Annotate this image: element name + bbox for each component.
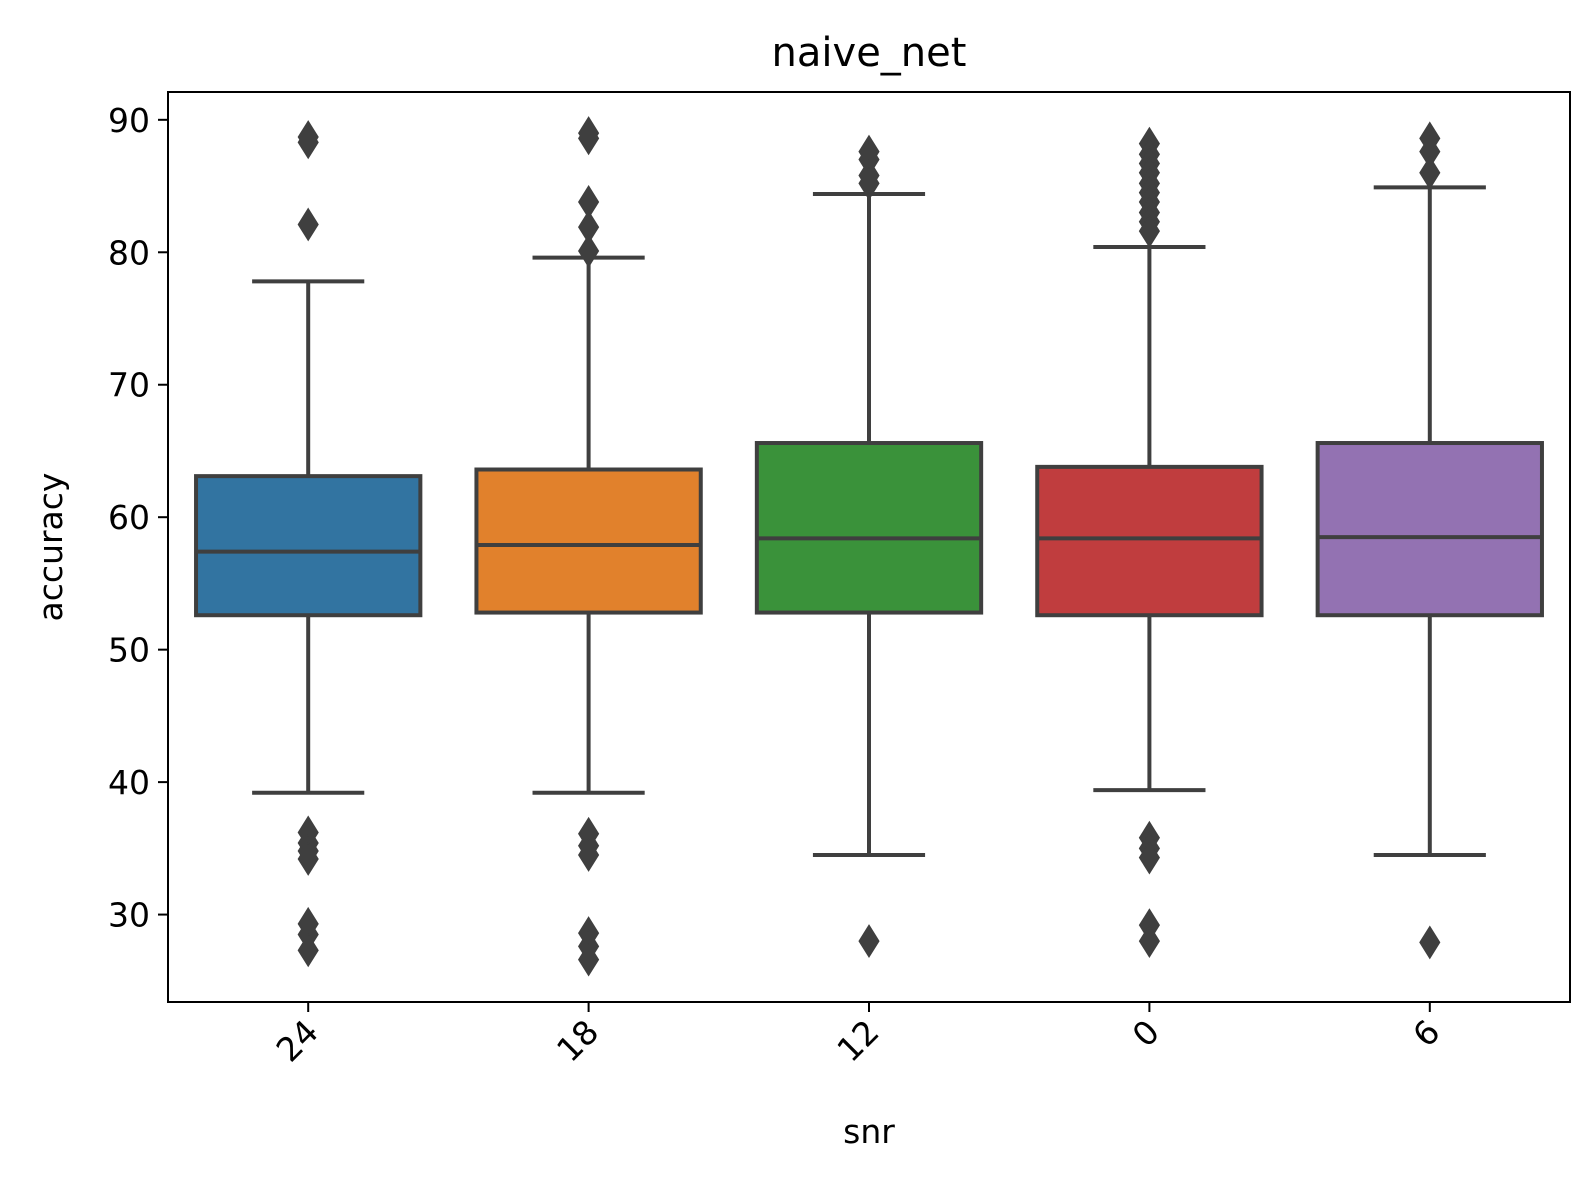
iqr-box — [194, 474, 423, 618]
y-axis-label: accuracy — [31, 473, 70, 622]
y-tick-label: 90 — [108, 101, 150, 140]
outlier-point — [578, 121, 600, 156]
y-tick-label: 80 — [108, 233, 150, 272]
box-group-0 — [1035, 126, 1264, 959]
box-group-18 — [474, 116, 703, 977]
x-axis-label: snr — [843, 1112, 895, 1151]
x-tick-label: 0 — [1125, 1012, 1167, 1054]
y-tick-label: 60 — [108, 498, 150, 537]
x-tick-label: 18 — [549, 1012, 606, 1069]
iqr-box — [754, 441, 984, 615]
chart-title: naive_net — [772, 30, 967, 76]
iqr-box — [1315, 441, 1544, 618]
outlier-point — [1419, 925, 1441, 960]
boxes-layer — [194, 116, 1544, 977]
box-group-12 — [754, 134, 984, 959]
x-tick-label: 24 — [269, 1012, 326, 1069]
outlier-point — [1138, 924, 1160, 959]
y-tick-label: 70 — [108, 366, 150, 405]
y-tick-label: 40 — [108, 763, 150, 802]
outlier-point — [297, 933, 319, 968]
outlier-point — [297, 125, 319, 160]
outlier-point — [1138, 214, 1160, 249]
iqr-box — [1035, 464, 1264, 618]
outlier-point — [578, 234, 600, 268]
x-tick-label: 6 — [1405, 1012, 1447, 1054]
outlier-point — [578, 942, 600, 977]
outlier-point — [858, 924, 880, 959]
iqr-box — [474, 467, 703, 615]
y-tick-label: 30 — [108, 896, 150, 935]
box-group-6 — [1315, 121, 1544, 960]
outlier-point — [297, 841, 319, 876]
outlier-point — [858, 166, 880, 201]
y-axis: 30 40 50 60 70 80 90 — [108, 101, 168, 935]
box-group-24 — [194, 120, 423, 968]
x-tick-label: 12 — [829, 1012, 886, 1069]
outlier-point — [1419, 155, 1441, 190]
outlier-point — [578, 838, 600, 872]
y-tick-label: 50 — [108, 631, 150, 670]
outlier-point — [1138, 840, 1160, 875]
outlier-point — [297, 207, 319, 242]
x-axis: 24 18 12 0 6 — [269, 1002, 1447, 1069]
